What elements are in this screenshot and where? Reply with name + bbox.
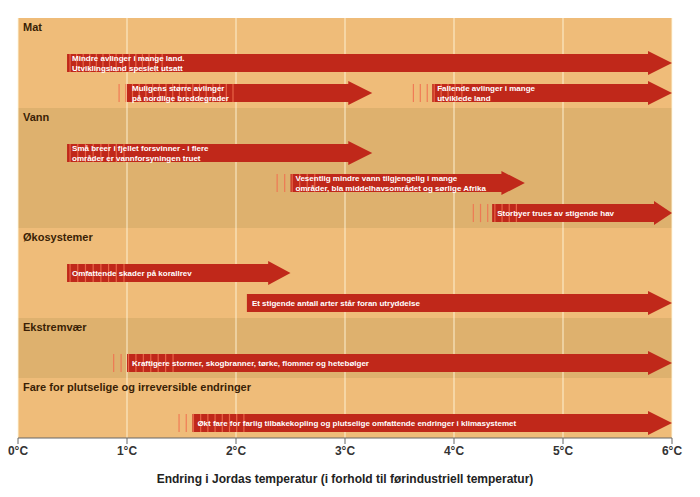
svg-text:Kraftigere stormer, skogbranne: Kraftigere stormer, skogbranner, tørke, … (132, 359, 369, 368)
svg-text:Økt fare for farlig tilbakekop: Økt fare for farlig tilbakekopling og pl… (197, 419, 516, 428)
svg-text:Et stigende antall arter står: Et stigende antall arter står foran utry… (252, 299, 421, 308)
svg-text:Muligens større avlingerpå nor: Muligens større avlingerpå nordlige bred… (132, 84, 229, 103)
svg-text:Ekstremvær: Ekstremvær (23, 321, 87, 333)
svg-text:5°C: 5°C (553, 444, 573, 458)
svg-text:1°C: 1°C (117, 444, 137, 458)
svg-text:Økosystemer: Økosystemer (23, 231, 93, 243)
svg-text:Storbyer trues av stigende hav: Storbyer trues av stigende hav (497, 209, 614, 218)
svg-text:Vesentlig mindre vann tilgjeng: Vesentlig mindre vann tilgjengelig i man… (296, 174, 487, 193)
svg-text:Mindre avlinger i mange land.U: Mindre avlinger i mange land.Utviklingsl… (72, 54, 184, 73)
svg-text:3°C: 3°C (335, 444, 355, 458)
svg-text:Omfattende skader på korallrev: Omfattende skader på korallrev (72, 269, 192, 278)
svg-text:Vann: Vann (23, 111, 50, 123)
svg-text:Små breer i fjellet forsvinner: Små breer i fjellet forsvinner - i flere… (72, 144, 209, 163)
svg-text:0°C: 0°C (8, 444, 28, 458)
svg-text:6°C: 6°C (662, 444, 682, 458)
svg-text:Mat: Mat (23, 21, 42, 33)
svg-text:Fallende avlinger i mangeutvik: Fallende avlinger i mangeutviklede land (437, 84, 535, 103)
svg-text:2°C: 2°C (226, 444, 246, 458)
svg-text:Endring i Jordas temperatur (i: Endring i Jordas temperatur (i forhold t… (157, 472, 534, 486)
svg-text:Fare for plutselige og irrever: Fare for plutselige og irreversible endr… (23, 381, 252, 393)
svg-text:4°C: 4°C (444, 444, 464, 458)
